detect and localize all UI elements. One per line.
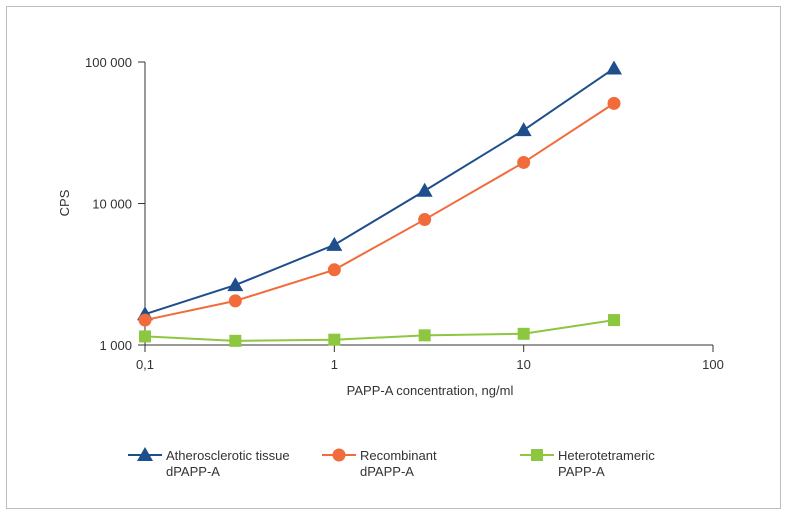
x-tick-label: 1 <box>331 357 338 372</box>
data-point-square <box>229 334 242 347</box>
legend-marker-triangle <box>137 447 153 461</box>
data-point-triangle <box>227 277 244 292</box>
x-tick-label: 0,1 <box>136 357 154 372</box>
series-square <box>139 314 621 347</box>
legend-label: dPAPP-A <box>166 464 220 479</box>
data-point-circle <box>327 263 341 277</box>
data-point-circle <box>138 313 152 327</box>
data-point-triangle <box>416 182 433 197</box>
legend: Atherosclerotic tissuedPAPP-ARecombinant… <box>128 447 655 479</box>
legend-label: Atherosclerotic tissue <box>166 448 290 463</box>
data-point-circle <box>228 294 242 308</box>
data-point-triangle <box>326 236 343 251</box>
data-point-triangle <box>606 60 623 75</box>
x-axis-label: PAPP-A concentration, ng/ml <box>347 383 514 398</box>
data-point-circle <box>517 155 531 169</box>
data-point-square <box>328 333 341 346</box>
data-point-square <box>139 330 151 343</box>
data-point-square <box>517 327 530 340</box>
data-point-triangle <box>515 122 532 137</box>
x-tick-label: 100 <box>702 357 724 372</box>
x-tick-label: 10 <box>516 357 530 372</box>
chart-frame <box>6 6 781 509</box>
legend-label: PAPP-A <box>558 464 605 479</box>
series-line <box>144 67 615 316</box>
data-point-square <box>608 314 621 327</box>
legend-label: Heterotetrameric <box>558 448 655 463</box>
data-point-square <box>418 329 431 342</box>
series-triangle <box>137 60 623 321</box>
series-circle <box>138 96 621 327</box>
legend-label: dPAPP-A <box>360 464 414 479</box>
legend-label: Recombinant <box>360 448 437 463</box>
legend-marker-square <box>531 449 543 461</box>
series-layer <box>137 60 623 347</box>
y-tick-label: 100 000 <box>85 55 132 70</box>
axes: 0,1 1 10 100 1 000 10 000 100 000 <box>85 55 724 372</box>
series-line <box>144 319 615 342</box>
data-point-circle <box>607 96 621 110</box>
y-tick-label: 1 000 <box>99 338 132 353</box>
data-point-circle <box>418 213 432 227</box>
legend-marker-circle <box>332 448 346 462</box>
y-axis-label: CPS <box>57 189 72 216</box>
series-line <box>144 102 615 322</box>
y-tick-label: 10 000 <box>92 197 132 212</box>
